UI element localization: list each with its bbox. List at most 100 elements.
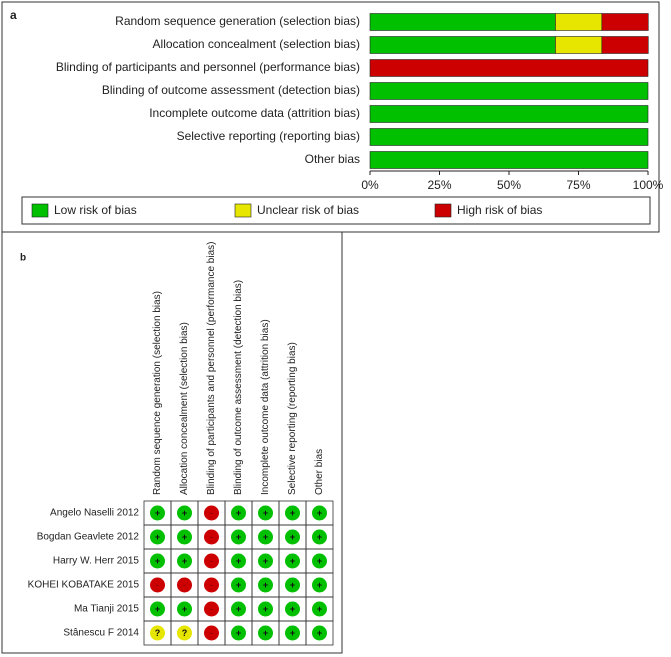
category-label: Blinding of outcome assessment (detectio… bbox=[102, 83, 360, 97]
judgment-symbol: + bbox=[290, 628, 295, 638]
judgment-symbol: + bbox=[182, 556, 187, 566]
judgment-symbol: + bbox=[236, 604, 241, 614]
judgment-symbol: - bbox=[210, 508, 213, 518]
row-label: Bogdan Geavlete 2012 bbox=[37, 532, 140, 543]
judgment-symbol: + bbox=[236, 508, 241, 518]
judgment-dot bbox=[150, 625, 165, 641]
bar-segment bbox=[369, 59, 649, 77]
x-tick-label: 100% bbox=[633, 178, 664, 192]
judgment-symbol: + bbox=[182, 532, 187, 542]
judgment-dot bbox=[177, 553, 192, 569]
judgment-dot bbox=[231, 625, 246, 641]
judgment-symbol: + bbox=[155, 532, 160, 542]
judgment-dot bbox=[258, 553, 273, 569]
judgment-dot bbox=[312, 625, 327, 641]
legend-label: Unclear risk of bias bbox=[257, 203, 359, 217]
judgment-dot bbox=[285, 529, 300, 545]
x-tick-label: 0% bbox=[361, 178, 379, 192]
judgment-dot bbox=[204, 625, 219, 641]
judgment-dot bbox=[312, 553, 327, 569]
category-label: Incomplete outcome data (attrition bias) bbox=[149, 106, 360, 120]
judgment-dot bbox=[258, 529, 273, 545]
judgment-dot bbox=[177, 625, 192, 641]
judgment-symbol: + bbox=[155, 508, 160, 518]
judgment-symbol: - bbox=[210, 604, 213, 614]
judgment-symbol: + bbox=[317, 580, 322, 590]
judgment-dot bbox=[231, 553, 246, 569]
judgment-dot bbox=[231, 577, 246, 593]
column-label: Blinding of outcome assessment (detectio… bbox=[233, 280, 244, 495]
judgment-symbol: - bbox=[210, 580, 213, 590]
judgment-symbol: + bbox=[236, 628, 241, 638]
legend-swatch bbox=[234, 203, 252, 218]
judgment-dot bbox=[204, 505, 219, 521]
bar-segment bbox=[369, 151, 649, 169]
judgment-symbol: + bbox=[263, 508, 268, 518]
judgment-dot bbox=[177, 577, 192, 593]
judgment-dot bbox=[177, 601, 192, 617]
panel-a: a Random sequence generation (selection … bbox=[10, 8, 664, 225]
legend-swatch bbox=[31, 203, 49, 218]
judgment-symbol: + bbox=[317, 628, 322, 638]
row-label: Angelo Naselli 2012 bbox=[50, 508, 139, 519]
row-label: Harry W. Herr 2015 bbox=[53, 556, 140, 567]
judgment-symbol: + bbox=[263, 604, 268, 614]
category-label: Selective reporting (reporting bias) bbox=[177, 129, 360, 143]
judgment-dot bbox=[150, 601, 165, 617]
x-tick-label: 25% bbox=[427, 178, 451, 192]
judgment-dot bbox=[231, 529, 246, 545]
bar-segment bbox=[369, 82, 649, 100]
judgment-dot bbox=[285, 601, 300, 617]
bar-segment bbox=[369, 13, 556, 31]
judgment-symbol: + bbox=[263, 628, 268, 638]
judgment-symbol: + bbox=[182, 604, 187, 614]
judgment-dot bbox=[312, 601, 327, 617]
judgment-dot bbox=[258, 601, 273, 617]
column-label: Other bias bbox=[314, 449, 325, 495]
panel-label: a bbox=[10, 8, 17, 22]
bar-segment bbox=[555, 36, 603, 54]
judgment-dot bbox=[204, 577, 219, 593]
judgment-dot bbox=[312, 505, 327, 521]
judgment-symbol: + bbox=[155, 604, 160, 614]
judgment-dot bbox=[150, 577, 165, 593]
judgment-dot bbox=[285, 505, 300, 521]
judgment-symbol: - bbox=[183, 580, 186, 590]
bar-segment bbox=[369, 128, 649, 146]
bar-segment bbox=[369, 36, 556, 54]
judgment-dot bbox=[177, 529, 192, 545]
judgment-symbol: + bbox=[317, 532, 322, 542]
bar-segment bbox=[369, 105, 649, 123]
judgment-symbol: ? bbox=[182, 628, 188, 638]
bar-segment bbox=[601, 36, 649, 54]
category-label: Blinding of participants and personnel (… bbox=[56, 60, 360, 74]
judgment-symbol: - bbox=[210, 556, 213, 566]
judgment-dot bbox=[312, 577, 327, 593]
row-label: Stânescu F 2014 bbox=[63, 628, 139, 639]
legend-label: High risk of bias bbox=[457, 203, 542, 217]
column-label: Allocation concealment (selection bias) bbox=[179, 322, 190, 495]
panel-label: b bbox=[20, 253, 26, 264]
judgment-symbol: + bbox=[263, 556, 268, 566]
judgment-dot bbox=[285, 625, 300, 641]
panel-b: b Random sequence generation (selection … bbox=[20, 242, 334, 646]
column-label: Blinding of participants and personnel (… bbox=[206, 242, 217, 495]
judgment-symbol: + bbox=[263, 580, 268, 590]
judgment-symbol: - bbox=[156, 580, 159, 590]
judgment-dot bbox=[150, 553, 165, 569]
judgment-symbol: ? bbox=[155, 628, 161, 638]
judgment-symbol: + bbox=[317, 556, 322, 566]
judgment-symbol: - bbox=[210, 532, 213, 542]
category-label: Other bias bbox=[305, 152, 360, 166]
panel-b-frame bbox=[1, 231, 343, 654]
judgment-dot bbox=[150, 529, 165, 545]
judgment-symbol: + bbox=[290, 580, 295, 590]
legend-swatch bbox=[434, 203, 452, 218]
category-label: Allocation concealment (selection bias) bbox=[153, 37, 360, 51]
judgment-symbol: + bbox=[155, 556, 160, 566]
judgment-symbol: + bbox=[236, 580, 241, 590]
judgment-dot bbox=[150, 505, 165, 521]
column-label: Random sequence generation (selection bi… bbox=[152, 291, 163, 495]
judgment-symbol: + bbox=[290, 556, 295, 566]
legend-label: Low risk of bias bbox=[54, 203, 137, 217]
